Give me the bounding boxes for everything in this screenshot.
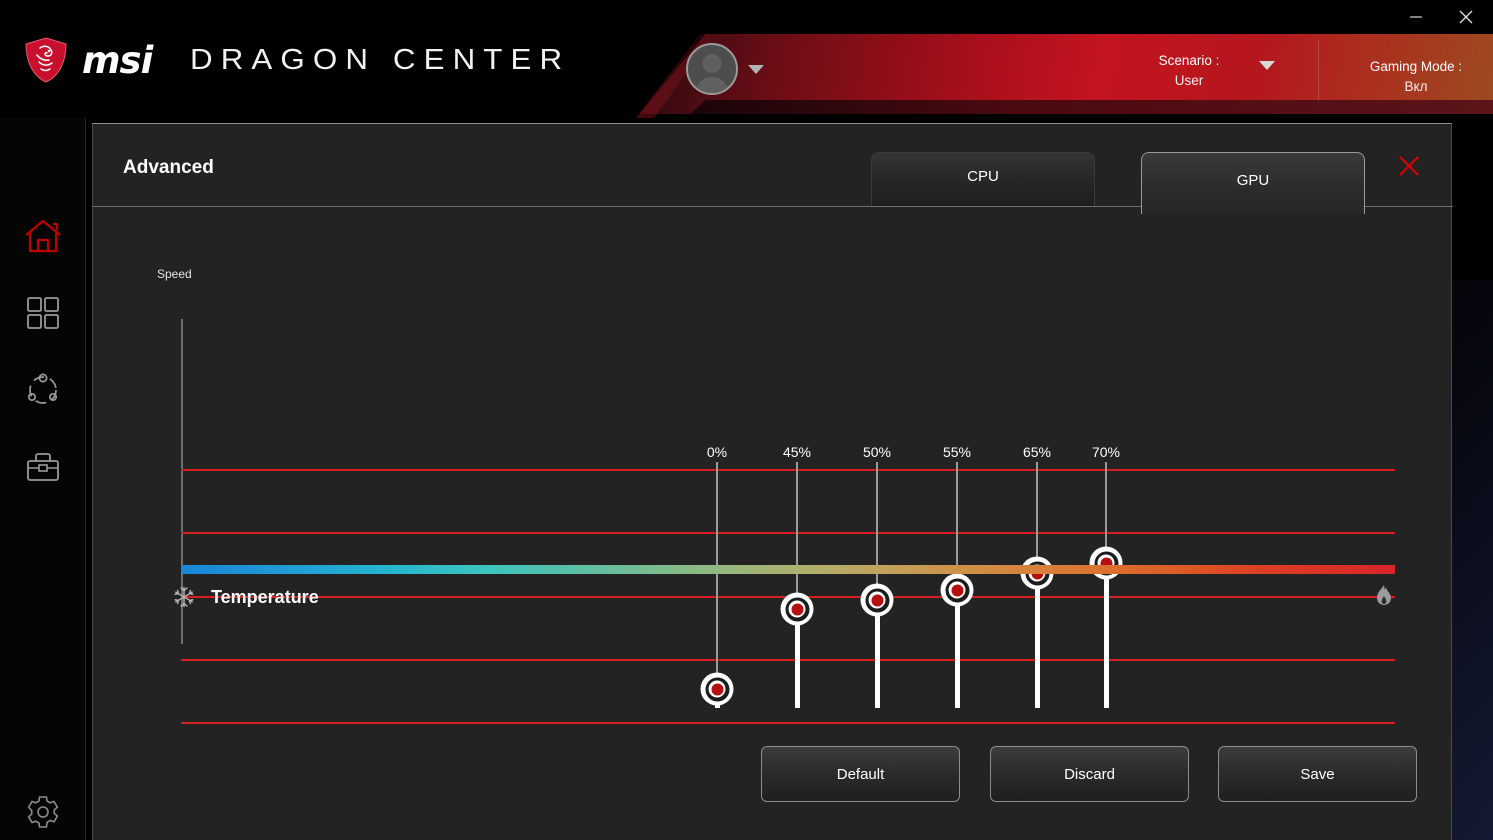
discard-button[interactable]: Discard (990, 746, 1189, 802)
stem-lower[interactable] (1104, 563, 1109, 708)
point-value-label: 45% (782, 444, 812, 460)
gridline (181, 659, 1395, 661)
curve-handle[interactable] (1089, 546, 1123, 580)
brand-name: DRAGON CENTER (190, 43, 571, 76)
flame-icon-wrap (1373, 584, 1395, 615)
default-button[interactable]: Default (761, 746, 960, 802)
stem-upper (956, 462, 958, 590)
tab-gpu[interactable]: GPU (1141, 152, 1365, 214)
scenario-chevron-down-icon[interactable] (1259, 61, 1275, 70)
gridline (181, 722, 1395, 724)
grid-icon (27, 297, 59, 329)
sidebar-item-settings[interactable] (0, 780, 86, 840)
handle-ring-white (868, 591, 886, 609)
temperature-gradient-bar (181, 565, 1395, 574)
fan-curve-chart[interactable]: 0% 45% 50% 55% 65% 70% (93, 267, 1453, 724)
header-red-banner (640, 26, 1493, 114)
stem-lower[interactable] (955, 590, 960, 708)
gridline (181, 532, 1395, 534)
flame-icon (1377, 585, 1391, 605)
stem-lower[interactable] (795, 609, 800, 708)
snowflake-icon (174, 586, 194, 608)
sidebar-item-features[interactable] (0, 281, 86, 345)
stem-lower[interactable] (875, 600, 880, 708)
curve-handle[interactable] (780, 592, 814, 626)
handle-dot (791, 603, 803, 615)
stem-upper (876, 462, 878, 600)
user-menu[interactable] (686, 43, 764, 95)
scenario-field[interactable]: Scenario : User (1133, 51, 1245, 91)
handle-dot (951, 584, 963, 596)
handle-dot (711, 683, 723, 695)
share-nodes-icon (27, 373, 58, 404)
avatar-head (702, 54, 722, 73)
point-value-label: 55% (942, 444, 972, 460)
msi-dragon-shield-icon (25, 37, 67, 83)
home-icon (25, 219, 61, 253)
gear-icon (27, 796, 59, 828)
default-button-label: Default (836, 765, 885, 783)
stem-upper (716, 462, 718, 689)
avatar-body (695, 77, 729, 93)
avatar[interactable] (686, 43, 738, 95)
header-divider (1318, 40, 1319, 100)
sidebar-item-home[interactable] (0, 204, 86, 268)
tab-cpu-label: CPU (967, 168, 999, 185)
close-icon (1459, 10, 1473, 24)
advanced-dialog: Advanced CPU GPU Speed 0% 45% 50% 55% 65% 70% (92, 123, 1453, 840)
curve-handle[interactable] (860, 583, 894, 617)
sidebar (0, 118, 86, 840)
temperature-label: Temperature (211, 586, 319, 607)
y-axis-label: Speed (157, 267, 192, 281)
gaming-mode-field[interactable]: Gaming Mode : Вкл (1348, 57, 1484, 97)
close-dialog-button[interactable] (1395, 152, 1423, 180)
gaming-mode-value: Вкл (1404, 79, 1428, 94)
tab-gpu-label: GPU (1236, 172, 1270, 189)
save-button-label: Save (1300, 765, 1335, 783)
handle-ring-dark (705, 677, 729, 701)
y-axis (181, 319, 183, 644)
toolbox-icon (27, 453, 59, 481)
curve-handle[interactable] (700, 672, 734, 706)
point-value-label: 65% (1022, 444, 1052, 460)
chevron-down-icon[interactable] (748, 64, 764, 74)
header-banner-streak (690, 100, 1493, 114)
stem-lower[interactable] (1035, 573, 1040, 708)
minimize-button[interactable] (1393, 0, 1439, 34)
handle-ring-dark (945, 578, 969, 602)
page-title: Advanced (123, 157, 214, 178)
sidebar-item-network[interactable] (0, 358, 86, 422)
temperature-legend: Temperature (173, 586, 319, 608)
minimize-icon (1410, 16, 1422, 18)
point-value-label: 0% (706, 444, 728, 460)
save-button[interactable]: Save (1218, 746, 1417, 802)
point-value-label: 50% (862, 444, 892, 460)
curve-handle[interactable] (940, 573, 974, 607)
handle-ring-white (708, 680, 726, 698)
scenario-label: Scenario : (1158, 53, 1220, 68)
handle-ring-dark (865, 588, 889, 612)
brand-logo: msi DRAGON CENTER (22, 36, 562, 84)
gridline (181, 469, 1395, 471)
tab-cpu[interactable]: CPU (871, 152, 1095, 206)
brand-mark: msi (82, 38, 153, 82)
point-value-label: 70% (1091, 444, 1121, 460)
handle-dot (871, 594, 883, 606)
handle-ring-white (948, 581, 966, 599)
sidebar-item-tools[interactable] (0, 435, 86, 499)
stem-upper (796, 462, 798, 609)
close-x-icon (1399, 156, 1419, 176)
title-bar (0, 0, 1493, 34)
handle-ring-dark (785, 597, 809, 621)
handle-ring-white (788, 600, 806, 618)
close-window-button[interactable] (1443, 0, 1489, 34)
scenario-value: User (1174, 73, 1204, 88)
tabs-divider (93, 206, 1453, 207)
gaming-mode-label: Gaming Mode : (1369, 59, 1463, 74)
discard-button-label: Discard (1064, 765, 1115, 783)
